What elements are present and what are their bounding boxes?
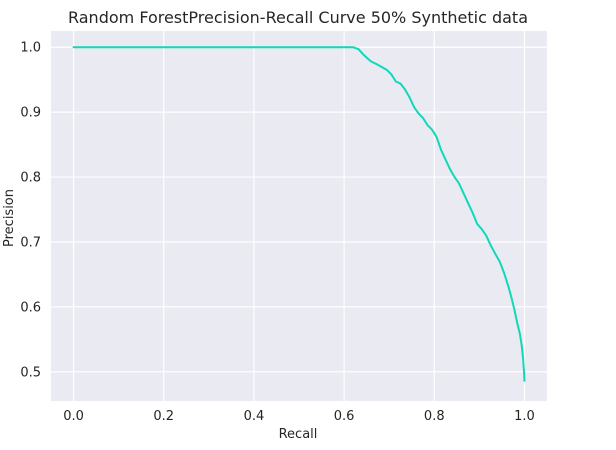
x-tick-label: 0.0 [63, 409, 84, 424]
series-layer [72, 46, 526, 382]
y-tick-label: 0.9 [20, 106, 41, 121]
x-axis-label: Recall [279, 427, 318, 442]
plot-area [51, 31, 547, 401]
x-tick-label: 0.8 [424, 409, 445, 424]
pr-curve-line [72, 46, 526, 382]
y-tick-label: 0.7 [20, 235, 41, 250]
x-tick-labels: 0.0 0.2 0.4 0.6 0.8 1.0 [63, 409, 535, 424]
y-tick-labels: 0.5 0.6 0.7 0.8 0.9 1.0 [20, 41, 41, 381]
y-axis-label: Precision [2, 189, 17, 247]
x-tick-label: 1.0 [514, 409, 535, 424]
chart-title: Random ForestPrecision-Recall Curve 50% … [68, 8, 528, 27]
x-tick-label: 0.2 [153, 409, 174, 424]
y-tick-label: 0.6 [20, 300, 41, 315]
y-tick-label: 0.5 [20, 365, 41, 380]
x-tick-label: 0.4 [244, 409, 265, 424]
y-tick-label: 1.0 [20, 41, 41, 56]
y-tick-label: 0.8 [20, 171, 41, 186]
x-tick-label: 0.6 [334, 409, 355, 424]
